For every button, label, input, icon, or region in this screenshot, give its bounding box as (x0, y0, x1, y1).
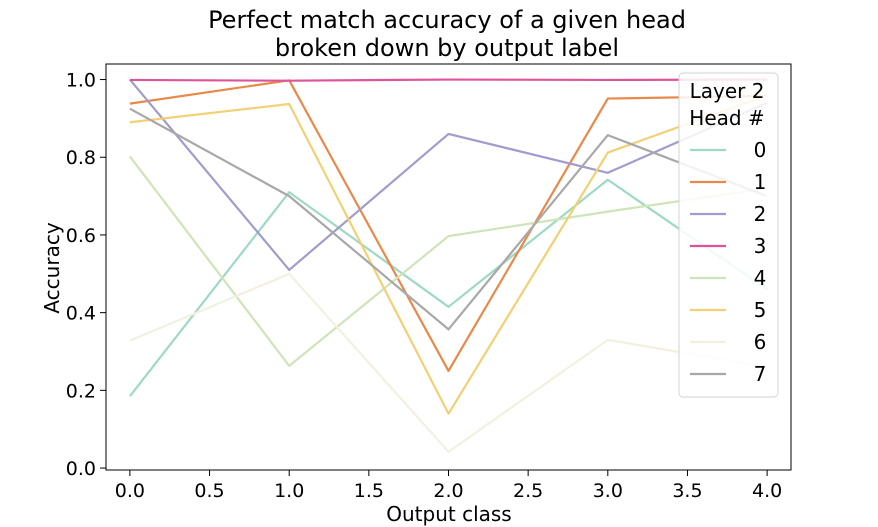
x-tick-label: 1.5 (354, 480, 384, 502)
series-line-head-0 (129, 178, 768, 397)
legend-label-head-2: 2 (754, 202, 767, 226)
series-layer (129, 78, 768, 453)
series-line-head-6 (129, 272, 768, 453)
x-axis-ticks: 0.0 0.5 1.0 1.5 2.0 2.5 3.0 3.5 4.0 (115, 470, 782, 502)
series-line-head-7 (129, 107, 768, 331)
y-axis-ticks: 0.0 0.2 0.4 0.6 0.8 1.0 (66, 70, 106, 480)
chart-title-line-2: broken down by output label (275, 34, 619, 62)
legend-label-head-5: 5 (754, 298, 767, 322)
x-tick-label: 1.0 (274, 480, 304, 502)
legend-items: 0 1 2 3 4 5 6 7 (690, 138, 766, 386)
legend-label-head-1: 1 (754, 170, 767, 194)
legend-label-head-4: 4 (754, 266, 767, 290)
x-tick-label: 0.0 (115, 480, 145, 502)
series-line-head-3 (129, 78, 768, 82)
x-tick-label: 2.5 (513, 480, 543, 502)
series-line-head-1 (129, 79, 768, 373)
series-line-head-5 (129, 94, 768, 415)
x-tick-label: 2.0 (433, 480, 463, 502)
x-tick-label: 3.0 (593, 480, 623, 502)
legend-label-head-3: 3 (754, 234, 767, 258)
x-tick-label: 3.5 (672, 480, 702, 502)
legend: Layer 2 Head # 0 1 2 3 4 5 6 7 (678, 72, 779, 398)
series-line-head-4 (129, 155, 768, 367)
legend-label-head-0: 0 (754, 138, 767, 162)
chart-title: Perfect match accuracy of a given head b… (208, 6, 686, 62)
x-axis-label: Output class (386, 502, 511, 526)
y-tick-label: 0.8 (66, 147, 96, 169)
legend-title-line-1: Layer 2 (690, 79, 765, 103)
legend-title-line-2: Head # (689, 106, 764, 130)
series-line-head-2 (129, 78, 768, 272)
y-tick-label: 0.0 (66, 458, 96, 480)
legend-label-head-6: 6 (754, 330, 767, 354)
chart-title-line-1: Perfect match accuracy of a given head (208, 6, 686, 34)
x-tick-label: 0.5 (194, 480, 224, 502)
x-tick-label: 4.0 (752, 480, 782, 502)
legend-label-head-7: 7 (754, 362, 767, 386)
y-tick-label: 0.2 (66, 380, 96, 402)
y-tick-label: 0.4 (66, 303, 96, 325)
legend-box (678, 72, 779, 398)
y-tick-label: 1.0 (66, 70, 96, 92)
y-tick-label: 0.6 (66, 225, 96, 247)
y-axis-label: Accuracy (40, 222, 64, 313)
